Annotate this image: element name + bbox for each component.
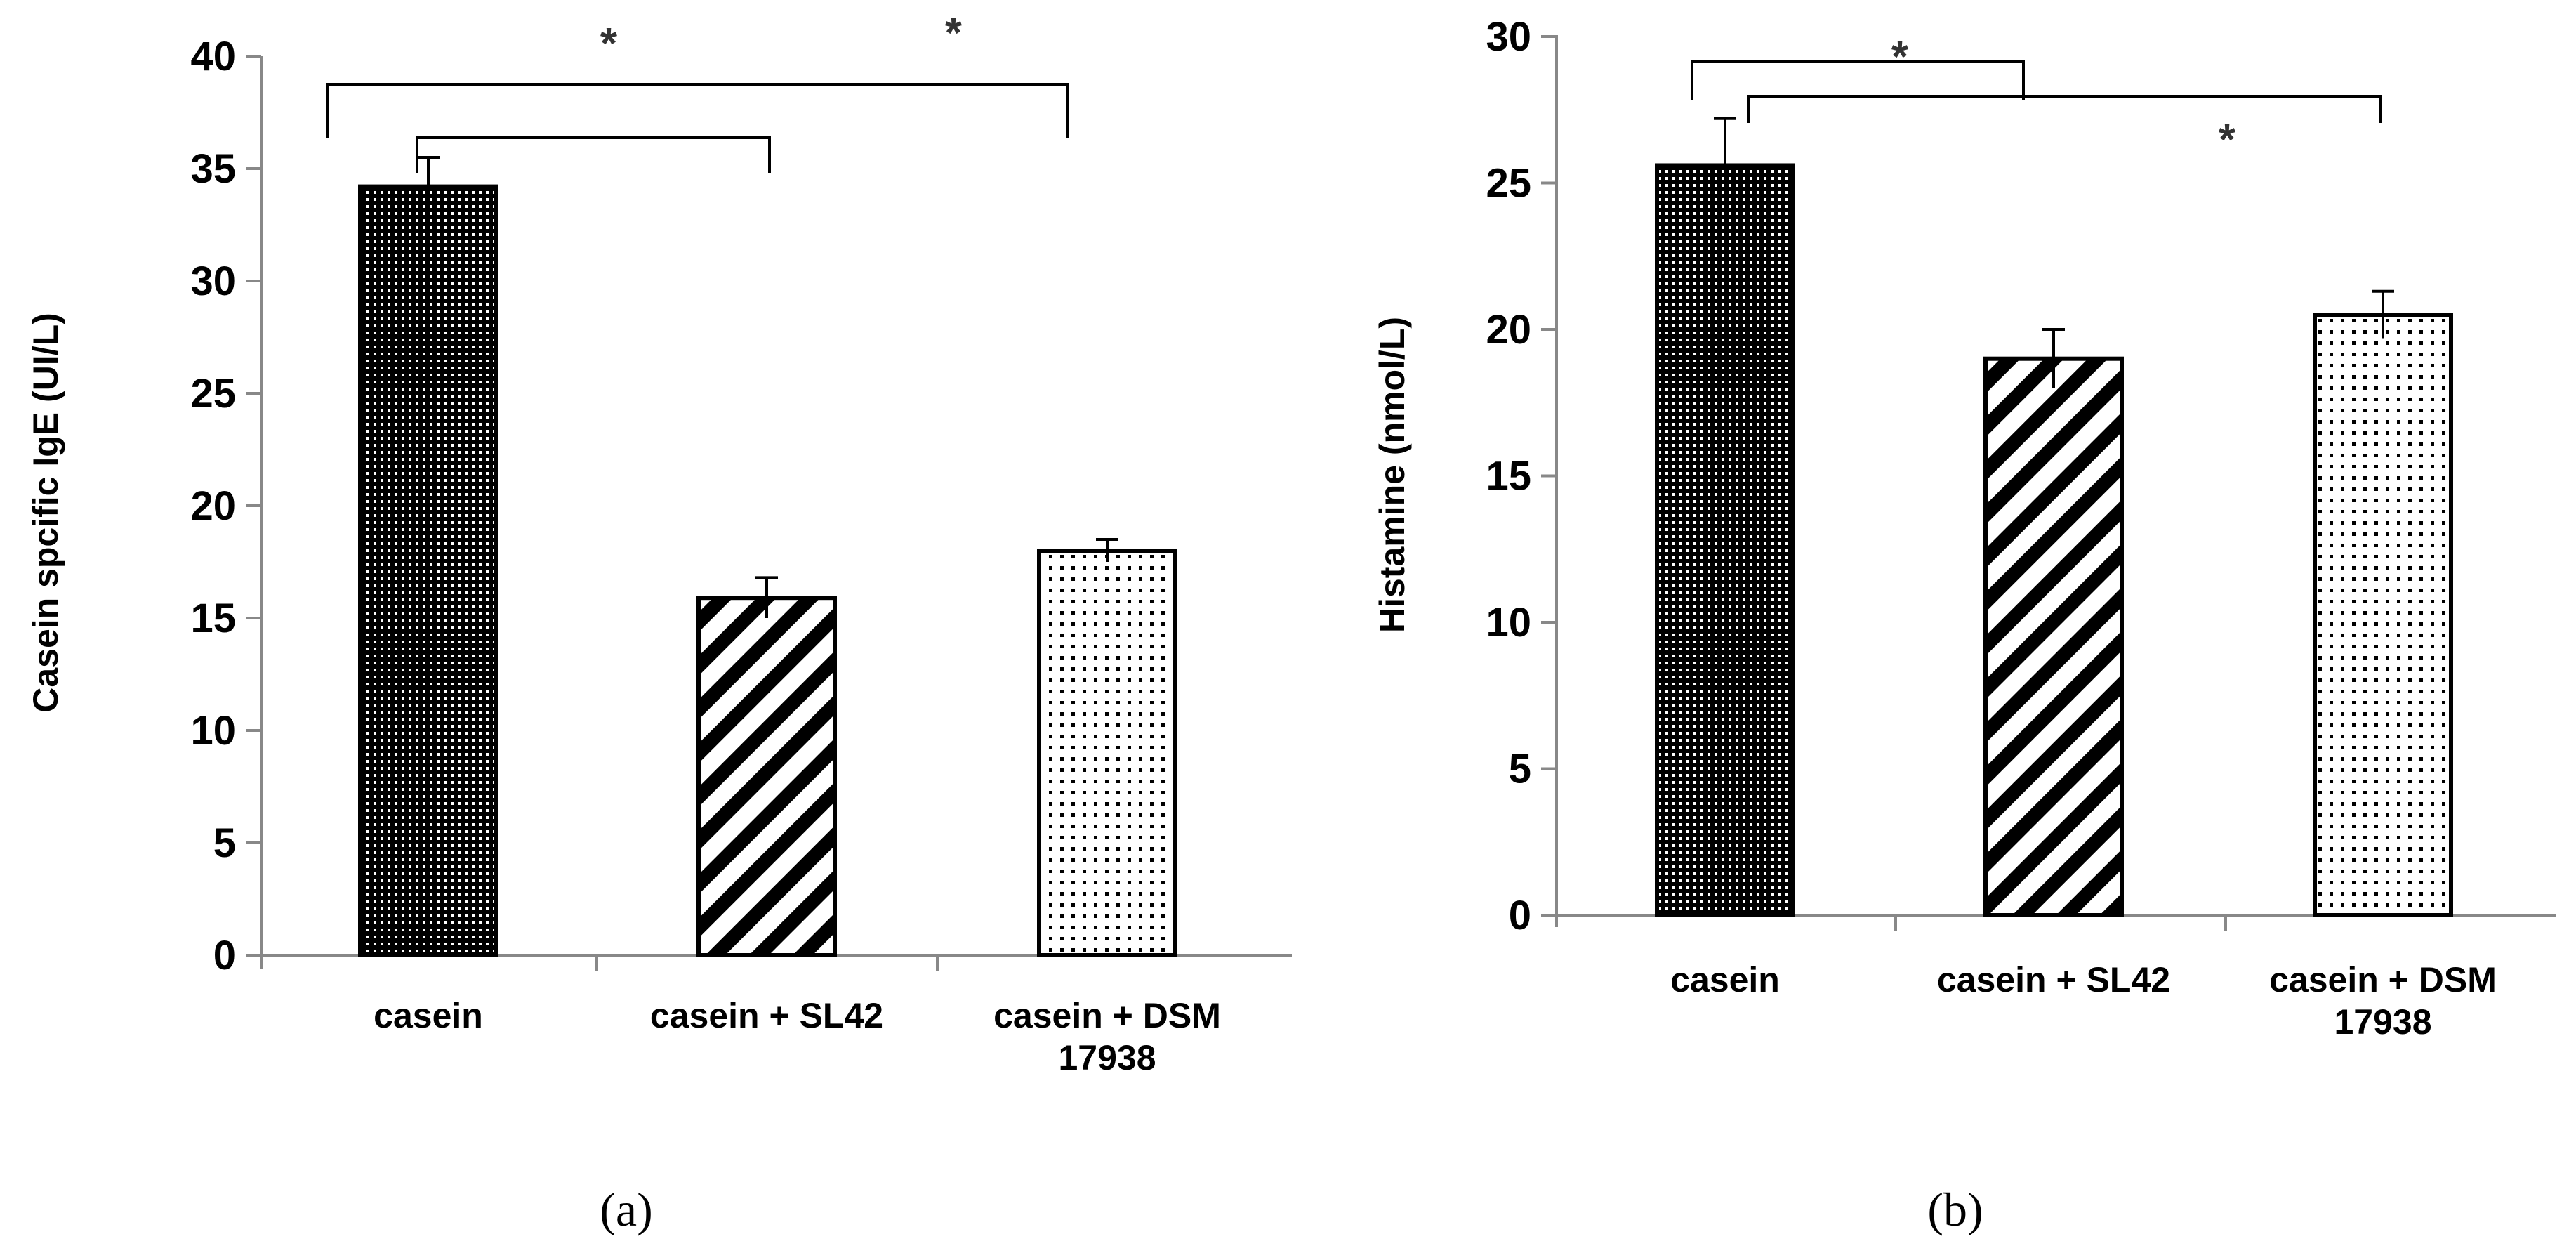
y-tick-label: 5 bbox=[213, 820, 236, 866]
significance-bracket bbox=[416, 136, 771, 173]
y-tick-label: 15 bbox=[1486, 454, 1531, 499]
significance-bracket bbox=[1747, 95, 2382, 123]
y-tick-label: 10 bbox=[190, 708, 236, 754]
significance-star: * bbox=[945, 9, 963, 58]
error-bar bbox=[2372, 289, 2394, 339]
bar bbox=[696, 596, 837, 957]
significance-bracket bbox=[326, 83, 1069, 138]
bar bbox=[2313, 313, 2453, 917]
category-label: casein bbox=[374, 996, 483, 1035]
error-bar bbox=[1096, 538, 1118, 562]
bar bbox=[1983, 356, 2124, 917]
bar bbox=[1037, 549, 1177, 957]
panel-label-b: (b) bbox=[1927, 1183, 1983, 1236]
y-tick-label: 35 bbox=[190, 146, 236, 192]
category-label: casein + SL42 bbox=[650, 996, 883, 1035]
significance-star: * bbox=[2219, 116, 2236, 164]
y-axis-label-b: Histamine (nmol/L) bbox=[1373, 317, 1412, 633]
y-tick-label: 25 bbox=[190, 371, 236, 416]
category-label: casein + DSM 17938 bbox=[993, 996, 1221, 1077]
bars-b bbox=[1655, 117, 2453, 918]
y-tick-label: 10 bbox=[1486, 600, 1531, 645]
y-tick-label: 15 bbox=[190, 596, 236, 641]
category-label: casein + DSM 17938 bbox=[2269, 960, 2497, 1042]
significance-a: * * bbox=[326, 9, 1069, 173]
significance-b: ** bbox=[1691, 33, 2382, 164]
y-tick-label: 5 bbox=[1509, 747, 1531, 792]
significance-star: * bbox=[1891, 33, 1909, 81]
bars-a bbox=[358, 156, 1177, 958]
y-ticks-a: 0 5 10 15 20 25 30 35 40 bbox=[190, 34, 939, 978]
error-bar bbox=[1714, 117, 1736, 213]
y-axis-label-a: Casein spcific IgE (UI/L) bbox=[26, 313, 65, 713]
y-tick-label: 0 bbox=[1509, 893, 1531, 938]
bar bbox=[358, 184, 498, 958]
category-labels-a: casein casein + SL42 casein + DSM 17938 bbox=[374, 996, 1221, 1077]
panel-label-a: (a) bbox=[600, 1183, 652, 1236]
y-tick-label: 0 bbox=[213, 933, 236, 978]
y-tick-label: 20 bbox=[1486, 307, 1531, 353]
category-label: casein bbox=[1670, 960, 1780, 999]
y-tick-label: 25 bbox=[1486, 161, 1531, 206]
category-labels-b: casein casein + SL42 casein + DSM 17938 bbox=[1670, 960, 2497, 1042]
significance-bracket bbox=[1691, 60, 2025, 100]
y-ticks-b: 0 5 10 15 20 25 30 bbox=[1486, 14, 2227, 938]
y-tick-label: 20 bbox=[190, 483, 236, 529]
error-bar bbox=[417, 156, 440, 216]
y-tick-label: 30 bbox=[1486, 14, 1531, 60]
error-bar bbox=[755, 576, 778, 618]
bar bbox=[1655, 163, 1795, 918]
y-tick-label: 30 bbox=[190, 258, 236, 304]
y-tick-label: 40 bbox=[190, 34, 236, 79]
category-label: casein + SL42 bbox=[1937, 960, 2170, 999]
error-bar bbox=[2042, 328, 2065, 388]
significance-star: * bbox=[600, 20, 618, 68]
